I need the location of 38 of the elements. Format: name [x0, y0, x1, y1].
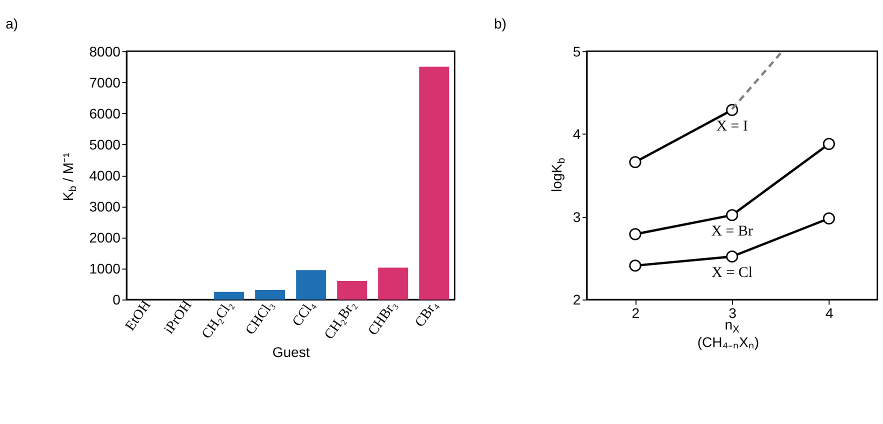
y-tick-label: 4000	[89, 168, 121, 184]
y-tick-label: 1000	[89, 260, 121, 277]
x-tick-label: CBr₄	[412, 298, 442, 330]
bar	[378, 268, 408, 300]
chart-title: b)	[494, 16, 506, 32]
series-label: X = I	[716, 118, 748, 135]
x-tick-label: 2	[632, 304, 640, 321]
y-tick-label: 0	[112, 292, 121, 308]
y-tick-label: 2000	[89, 230, 121, 246]
y-tick-label: 7000	[89, 74, 121, 90]
y-tick-label: 6000	[89, 105, 121, 122]
y-tick-label: 4	[572, 126, 581, 142]
y-tick-label: 3	[572, 208, 581, 225]
y-tick-label: 8000	[89, 43, 121, 60]
x-tick-label: 3	[728, 304, 737, 321]
bar	[296, 270, 326, 300]
point	[629, 156, 642, 168]
point	[629, 228, 642, 240]
y-tick-label: 3000	[89, 198, 121, 215]
bar	[419, 66, 450, 300]
point	[726, 250, 738, 263]
y-axis-title: Kb / M⁻¹	[60, 152, 79, 202]
point	[822, 212, 835, 224]
point	[726, 209, 738, 222]
series-label: X = Cl	[712, 265, 753, 282]
x-tick-label: CCl₄	[289, 298, 318, 330]
bar	[214, 292, 244, 300]
point	[822, 138, 835, 150]
x-axis-title: Guest	[272, 344, 310, 360]
y-axis-title: logKb	[548, 158, 568, 192]
point	[629, 260, 642, 272]
series-label: X = Br	[711, 224, 753, 240]
bar	[255, 290, 286, 300]
text: a)	[6, 16, 18, 32]
y-tick-label: 5	[572, 43, 581, 60]
x-tick-label: 4	[826, 304, 834, 321]
bar	[337, 280, 368, 300]
y-tick-label: 5000	[89, 136, 121, 152]
